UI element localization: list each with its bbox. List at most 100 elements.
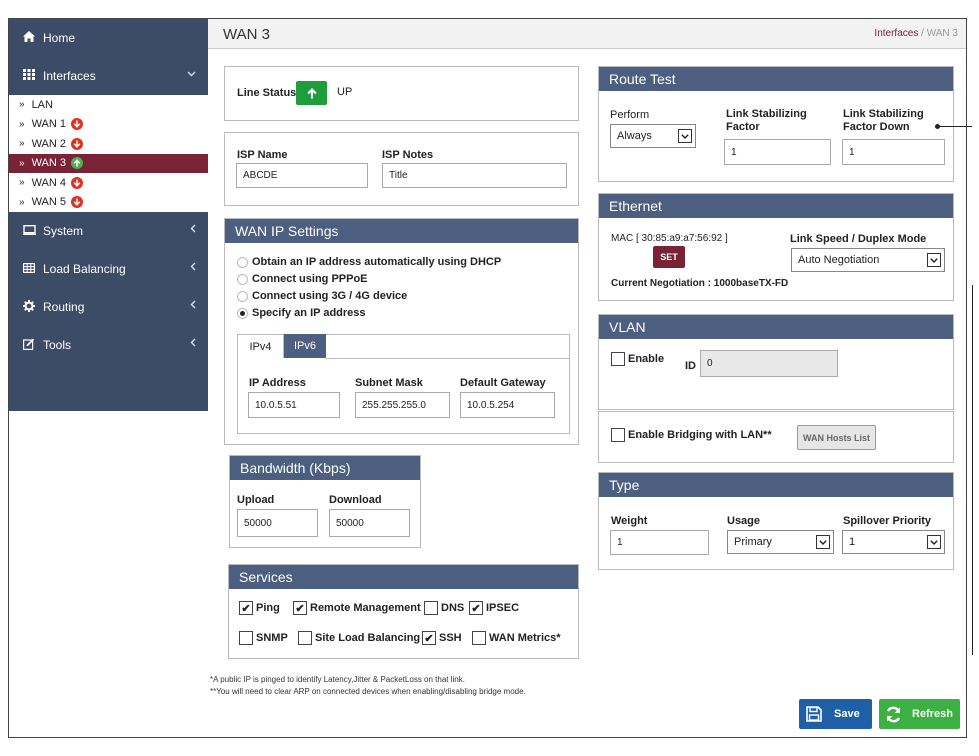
breadcrumb-separator: / xyxy=(921,28,924,39)
vlan-id-label: ID xyxy=(685,360,696,372)
service-ipsec[interactable]: ✔ IPSEC xyxy=(469,601,519,615)
perform-label: Perform xyxy=(610,109,650,121)
checkbox[interactable] xyxy=(472,631,486,645)
save-button[interactable]: Save xyxy=(799,699,872,729)
vlan-id-input[interactable]: 0 xyxy=(700,350,838,377)
sidebar-item-home[interactable]: Home xyxy=(9,19,208,57)
weight-input[interactable]: 1 xyxy=(610,530,709,555)
upload-input[interactable]: 50000 xyxy=(237,509,318,537)
ethernet-title: Ethernet xyxy=(599,194,953,218)
download-input[interactable]: 50000 xyxy=(329,509,410,537)
services-panel: Services ✔ Ping ✔ Remote Management DNS … xyxy=(228,564,579,659)
sidebar-item-label: WAN 4 xyxy=(31,176,66,189)
download-label: Download xyxy=(329,494,382,506)
radio-button[interactable] xyxy=(237,256,248,268)
wan-ip-settings-title: WAN IP Settings xyxy=(225,219,578,243)
link-stabilizing-factor-label: Link Stabilizing Factor xyxy=(726,108,807,133)
subnet-mask-label: Subnet Mask xyxy=(355,377,423,389)
service-ping[interactable]: ✔ Ping xyxy=(239,601,280,615)
mac-address: MAC [ 30:85:a9:a7:56:92 ] xyxy=(611,233,728,244)
chevron-down-icon xyxy=(816,535,830,549)
sidebar-item-tools[interactable]: Tools xyxy=(9,326,208,364)
link-stabilizing-factor-input[interactable]: 1 xyxy=(724,139,831,165)
checkbox[interactable]: ✔ xyxy=(293,601,307,615)
wan-hosts-list-button[interactable]: WAN Hosts List xyxy=(797,425,876,450)
radio-button[interactable] xyxy=(237,307,248,319)
chevron-left-icon xyxy=(190,224,196,236)
select-value: 1 xyxy=(849,536,856,548)
bridging-panel: Enable Bridging with LAN** WAN Hosts Lis… xyxy=(598,411,954,463)
save-icon xyxy=(806,706,822,722)
sidebar-item-wan2[interactable]: » WAN 2 xyxy=(9,134,208,154)
radio-dhcp[interactable]: Obtain an IP address automatically using… xyxy=(237,256,501,268)
vlan-title: VLAN xyxy=(599,315,953,339)
breadcrumb: Interfaces / WAN 3 xyxy=(874,28,958,39)
spillover-priority-select[interactable]: 1 xyxy=(842,530,945,554)
tab-ipv6[interactable]: IPv6 xyxy=(284,334,326,358)
sidebar-item-wan1[interactable]: » WAN 1 xyxy=(9,115,208,135)
status-down-icon xyxy=(71,118,83,131)
radio-button[interactable] xyxy=(237,273,248,285)
subnet-mask-input[interactable]: 255.255.255.0 xyxy=(355,392,450,418)
radio-3g-4g[interactable]: Connect using 3G / 4G device xyxy=(237,290,407,302)
sidebar: Home Interfaces » LAN » WAN 1 » WAN xyxy=(9,19,208,411)
checkbox[interactable] xyxy=(611,352,625,366)
sidebar-item-label: WAN 3 xyxy=(31,157,66,170)
service-wan-metrics[interactable]: WAN Metrics* xyxy=(472,631,561,645)
service-site-load-balancing[interactable]: Site Load Balancing xyxy=(298,631,420,645)
checkbox-label: Ping xyxy=(256,602,280,614)
radio-static-ip[interactable]: Specify an IP address xyxy=(237,307,366,319)
isp-name-label: ISP Name xyxy=(237,149,288,161)
checkbox[interactable]: ✔ xyxy=(239,601,253,615)
refresh-button[interactable]: Refresh xyxy=(879,699,960,729)
bandwidth-panel: Bandwidth (Kbps) Upload 50000 Download 5… xyxy=(229,455,421,548)
radio-pppoe[interactable]: Connect using PPPoE xyxy=(237,273,368,285)
service-snmp[interactable]: SNMP xyxy=(239,631,288,645)
sidebar-item-wan5[interactable]: » WAN 5 xyxy=(9,193,208,213)
sidebar-item-wan4[interactable]: » WAN 4 xyxy=(9,173,208,193)
breadcrumb-link-interfaces[interactable]: Interfaces xyxy=(874,28,919,39)
checkbox-label: Enable xyxy=(628,353,665,365)
services-title: Services xyxy=(229,565,578,589)
perform-select[interactable]: Always xyxy=(610,124,696,148)
checkbox[interactable] xyxy=(424,601,438,615)
usage-select[interactable]: Primary xyxy=(727,530,834,554)
sidebar-item-wan3[interactable]: » WAN 3 xyxy=(9,153,208,173)
sidebar-item-load-balancing[interactable]: Load Balancing xyxy=(9,250,208,288)
service-dns[interactable]: DNS xyxy=(424,601,464,615)
route-test-panel: Route Test Perform Always Link Stabilizi… xyxy=(598,66,954,182)
tab-ipv4[interactable]: IPv4 xyxy=(237,334,284,358)
link-stabilizing-factor-down-label: Link Stabilizing Factor Down xyxy=(843,108,924,133)
home-icon xyxy=(21,31,37,45)
service-ssh[interactable]: ✔ SSH xyxy=(422,631,462,645)
sidebar-item-routing[interactable]: Routing xyxy=(9,288,208,326)
checkbox[interactable]: ✔ xyxy=(469,601,483,615)
radio-button[interactable] xyxy=(237,290,248,302)
sidebar-item-interfaces[interactable]: Interfaces xyxy=(9,57,208,95)
vlan-enable-checkbox[interactable]: Enable xyxy=(611,352,664,366)
status-down-icon xyxy=(71,137,83,150)
wan-ip-settings-panel: WAN IP Settings Obtain an IP address aut… xyxy=(224,218,579,445)
weight-label: Weight xyxy=(611,515,648,527)
chevron-left-icon xyxy=(190,338,196,350)
annotation-bracket xyxy=(972,285,973,655)
sidebar-item-lan[interactable]: » LAN xyxy=(9,95,208,115)
double-chevron-icon: » xyxy=(19,196,24,208)
app-window: Home Interfaces » LAN » WAN 1 » WAN xyxy=(8,18,967,738)
service-remote-management[interactable]: ✔ Remote Management xyxy=(293,601,421,615)
link-stabilizing-factor-down-input[interactable]: 1 xyxy=(842,139,945,165)
default-gateway-input[interactable]: 10.0.5.254 xyxy=(460,392,555,418)
isp-notes-input[interactable]: Title xyxy=(382,163,567,188)
usage-label: Usage xyxy=(727,515,761,527)
enable-bridging-checkbox[interactable]: Enable Bridging with LAN** xyxy=(611,428,772,442)
checkbox[interactable] xyxy=(239,631,253,645)
sidebar-item-system[interactable]: System xyxy=(9,212,208,250)
checkbox-label: SNMP xyxy=(256,632,288,644)
isp-name-input[interactable]: ABCDE xyxy=(236,163,368,188)
set-mac-button[interactable]: SET xyxy=(653,246,685,268)
checkbox[interactable] xyxy=(298,631,312,645)
ip-address-input[interactable]: 10.0.5.51 xyxy=(248,392,340,418)
checkbox[interactable] xyxy=(611,428,625,442)
checkbox[interactable]: ✔ xyxy=(422,631,436,645)
link-speed-select[interactable]: Auto Negotiation xyxy=(791,248,945,272)
